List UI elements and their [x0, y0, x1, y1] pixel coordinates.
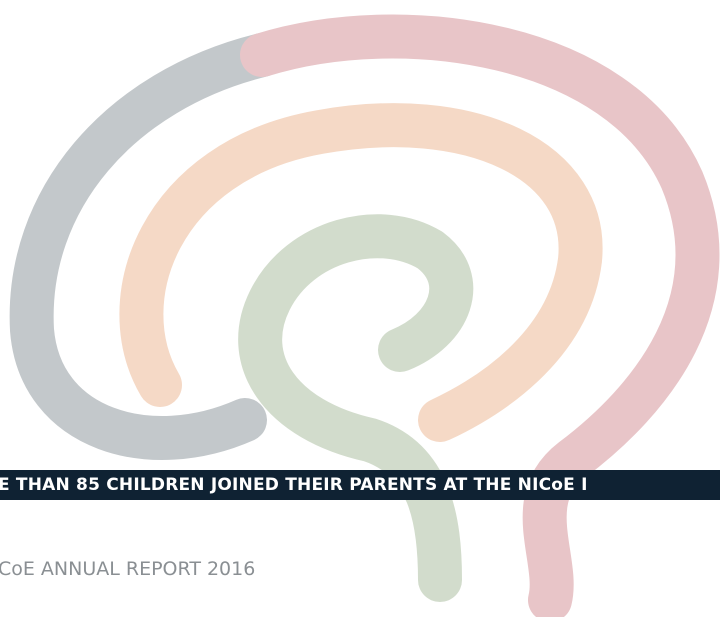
brain-green-stem [238, 214, 474, 602]
brain-orange-lobe [119, 103, 603, 442]
banner: E THAN 85 CHILDREN JOINED THEIR PARENTS … [0, 470, 720, 500]
footer-text: CoE ANNUAL REPORT 2016 [0, 558, 256, 580]
brain-gray-lobe [9, 33, 284, 460]
banner-text: E THAN 85 CHILDREN JOINED THEIR PARENTS … [0, 475, 588, 495]
brain-pink-lobe [240, 14, 720, 617]
